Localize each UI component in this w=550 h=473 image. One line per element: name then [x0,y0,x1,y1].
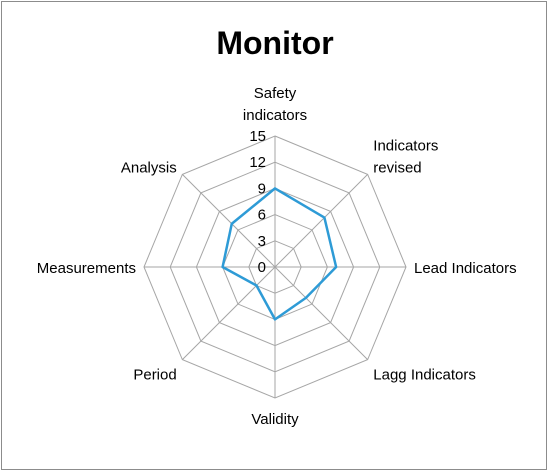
tick-label: 9 [258,180,266,197]
category-label: Lagg Indicators [373,366,476,383]
series-line-0 [221,187,338,321]
spoke-5 [182,266,276,360]
category-label: Validity [251,411,299,428]
tick-labels: 0 3 6 9 12 15 [249,128,266,276]
category-label: Analysis [121,160,177,177]
category-label: Lead Indicators [414,260,517,277]
tick-label: 15 [249,128,266,145]
spoke-1 [274,174,368,268]
category-label: Indicators [373,138,438,155]
category-label: Period [133,366,176,383]
spoke-3 [274,266,368,360]
chart-title: Monitor [216,25,333,61]
tick-label: 3 [258,233,266,250]
tick-label: 0 [258,259,266,276]
spoke-7 [182,174,276,268]
tick-label: 12 [249,154,266,171]
category-label: revised [373,160,421,177]
series-layer [221,187,338,321]
category-label: indicators [243,107,307,124]
category-label: Safety [254,85,297,102]
tick-label: 6 [258,207,266,224]
category-labels: Safety indicators Indicators revised Lead In… [37,85,517,428]
grid-layer [143,135,407,399]
category-label: Measurements [37,260,136,277]
